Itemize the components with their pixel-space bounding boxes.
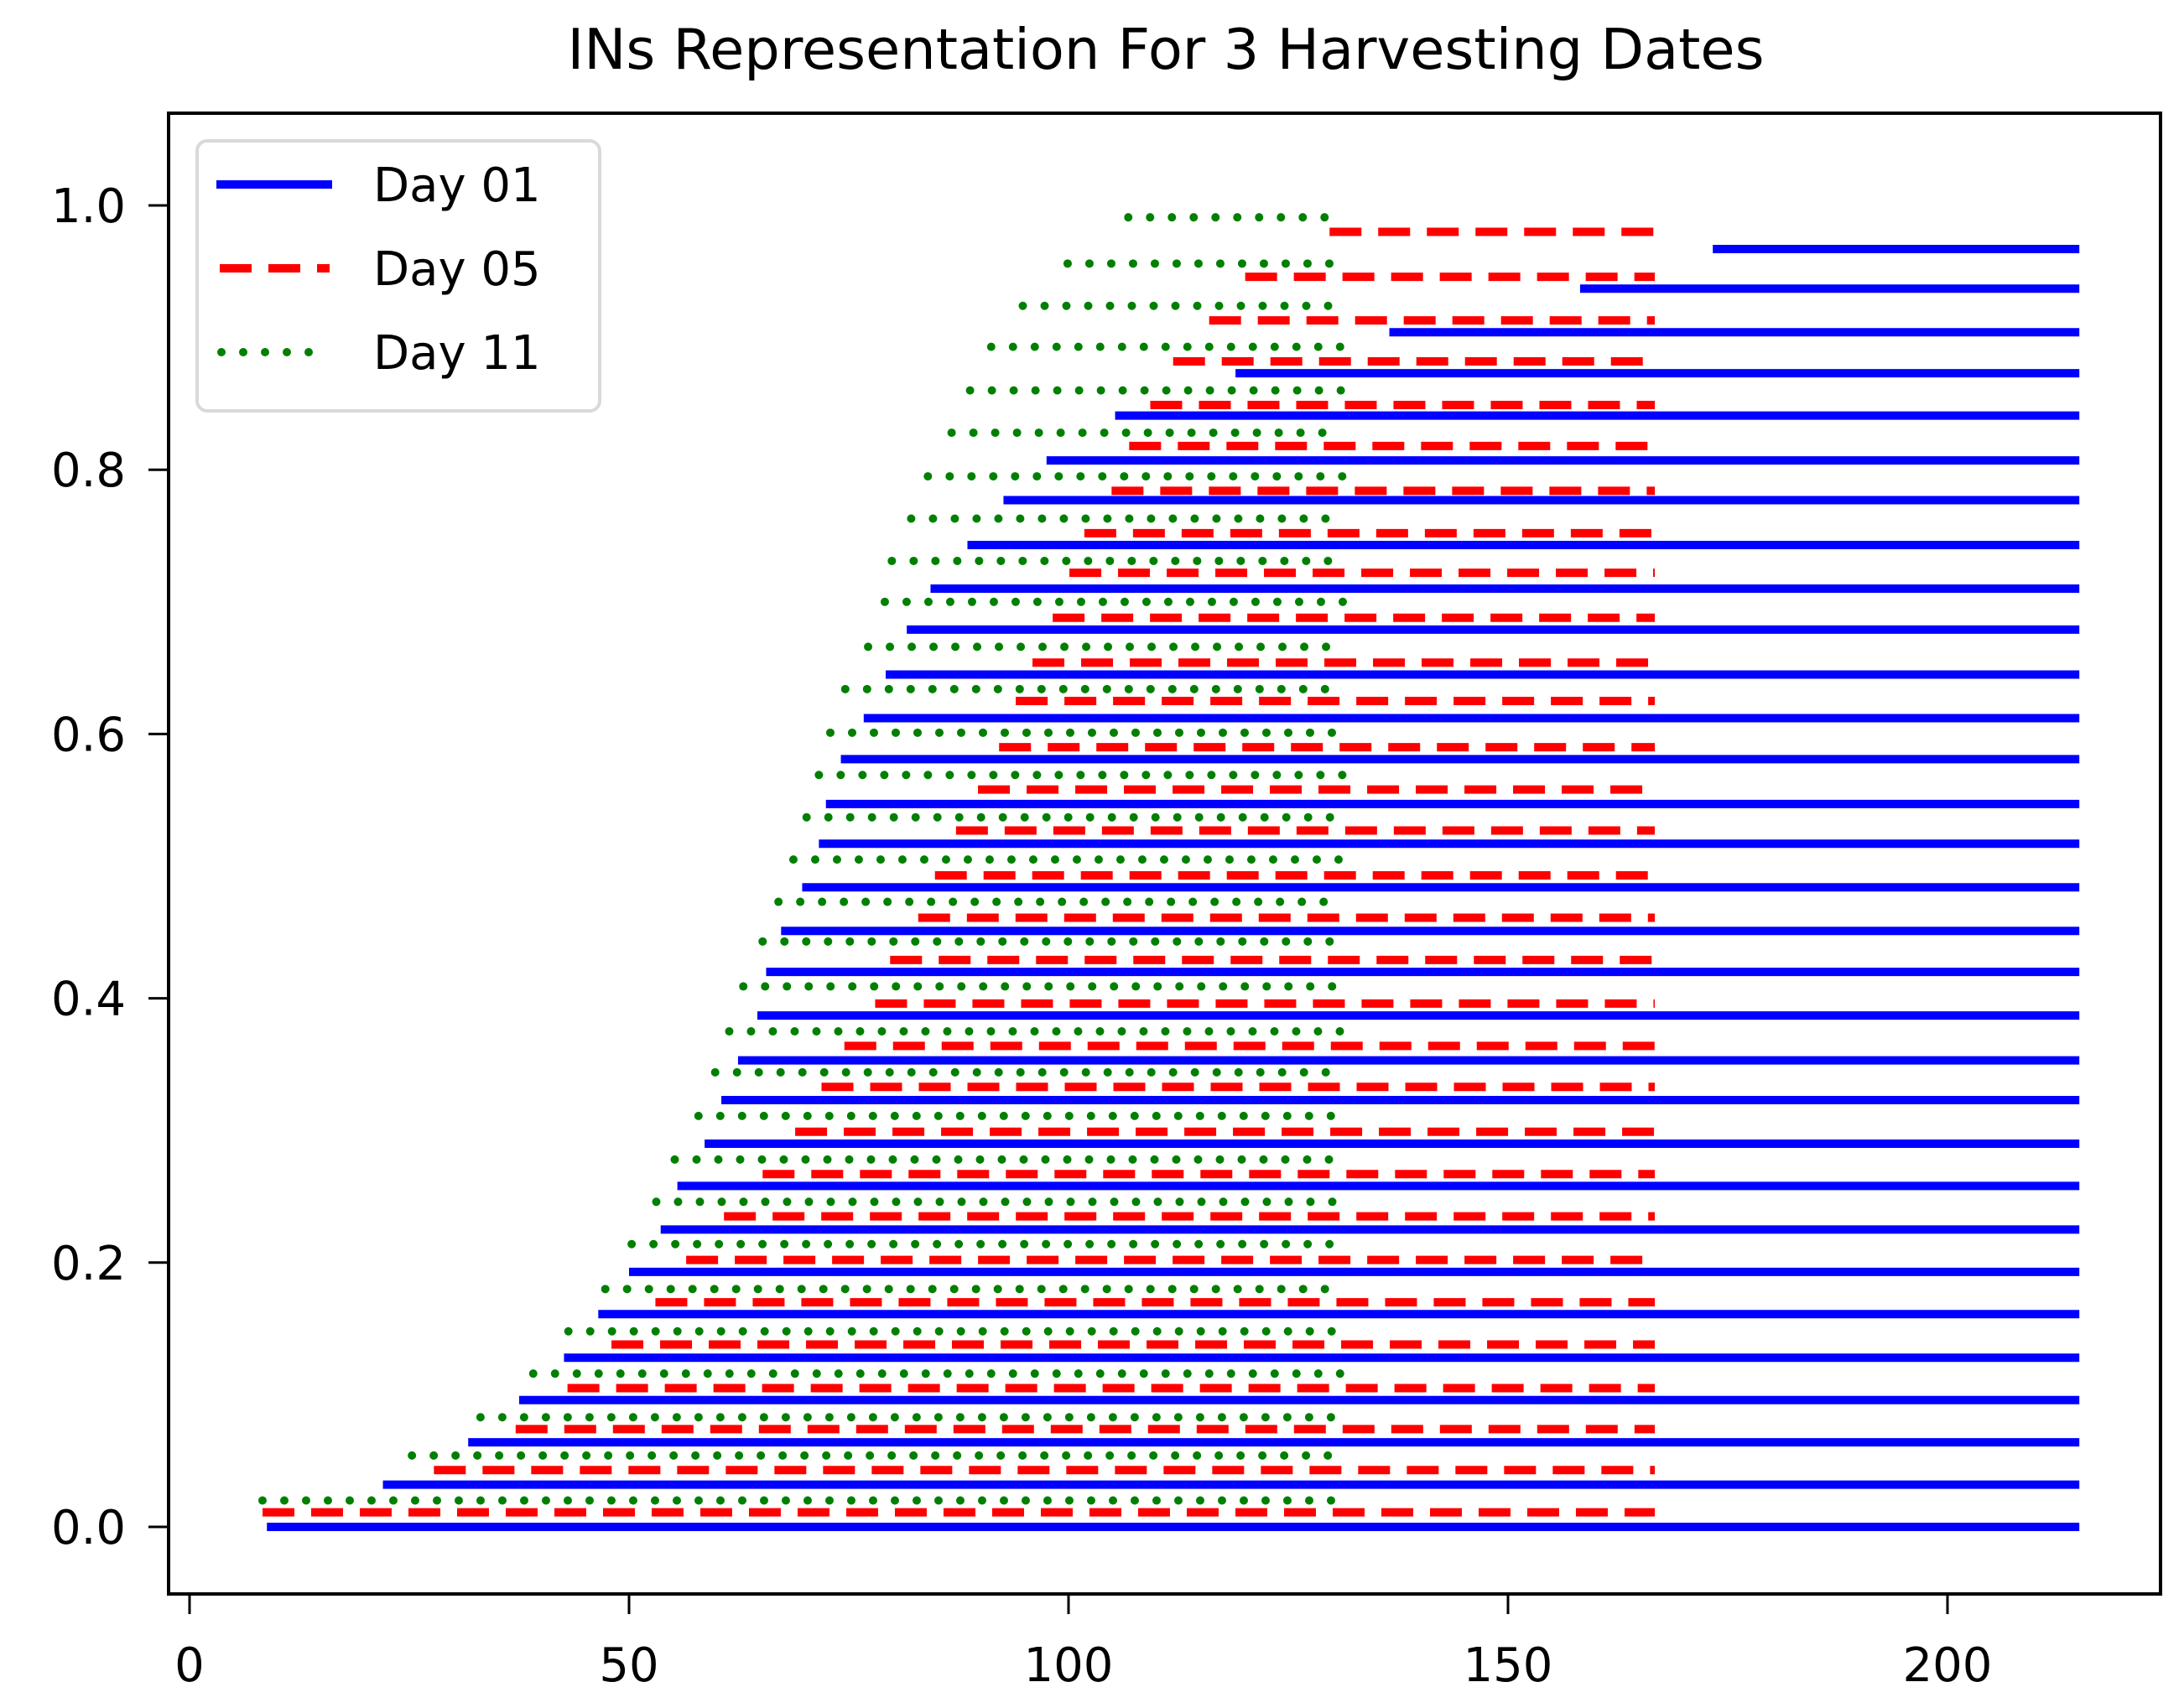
y-tick-label: 0.2 xyxy=(51,1237,126,1291)
y-tick-label: 0.6 xyxy=(51,708,126,762)
x-tick-label: 150 xyxy=(1464,1638,1553,1693)
legend-label: Day 05 xyxy=(373,242,541,297)
y-axis: 0.0 0.2 0.4 0.6 0.8 1.0 xyxy=(51,179,169,1555)
x-tick-label: 50 xyxy=(599,1638,658,1693)
axes-frame xyxy=(167,112,2162,1596)
y-tick-label: 0.0 xyxy=(51,1501,126,1555)
series-day-01 xyxy=(267,245,2080,1531)
x-tick-label: 0 xyxy=(174,1638,205,1693)
series-day-05 xyxy=(262,227,1656,1517)
plot-area xyxy=(257,213,2080,1531)
series-day-11 xyxy=(257,213,1349,1505)
legend: Day 01 Day 05 Day 11 xyxy=(195,139,601,413)
x-tick-label: 200 xyxy=(1903,1638,1993,1693)
x-axis: 0 50 100 150 200 xyxy=(174,1594,1992,1693)
y-tick-label: 0.8 xyxy=(51,444,126,498)
legend-box xyxy=(195,139,601,413)
legend-label: Day 11 xyxy=(373,326,541,381)
y-tick-label: 0.4 xyxy=(51,973,126,1027)
chart-title: INs Representation For 3 Harvesting Date… xyxy=(567,17,1764,82)
legend-label: Day 01 xyxy=(373,158,541,213)
y-tick-label: 1.0 xyxy=(51,179,126,234)
x-tick-label: 100 xyxy=(1024,1638,1114,1693)
